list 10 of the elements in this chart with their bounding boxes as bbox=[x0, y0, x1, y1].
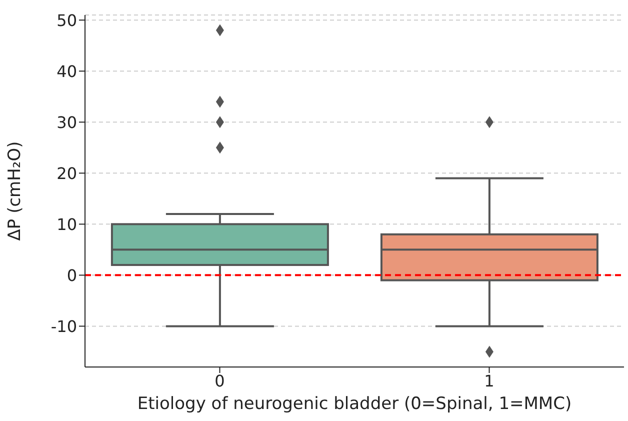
y-axis-title: ΔP (cmH₂O) bbox=[5, 141, 26, 241]
y-tick-label: 10 bbox=[56, 214, 77, 234]
x-tick-label: 1 bbox=[484, 371, 494, 390]
x-axis-title: Etiology of neurogenic bladder (0=Spinal, 1=MMC) bbox=[137, 394, 572, 414]
y-tick-label: 50 bbox=[56, 10, 77, 30]
y-tick-label: 0 bbox=[66, 266, 77, 285]
y-tick-label: 40 bbox=[56, 62, 77, 81]
y-tick-label: 20 bbox=[56, 164, 77, 183]
y-tick-label: -10 bbox=[50, 316, 77, 336]
y-tick-label: 30 bbox=[56, 112, 77, 132]
